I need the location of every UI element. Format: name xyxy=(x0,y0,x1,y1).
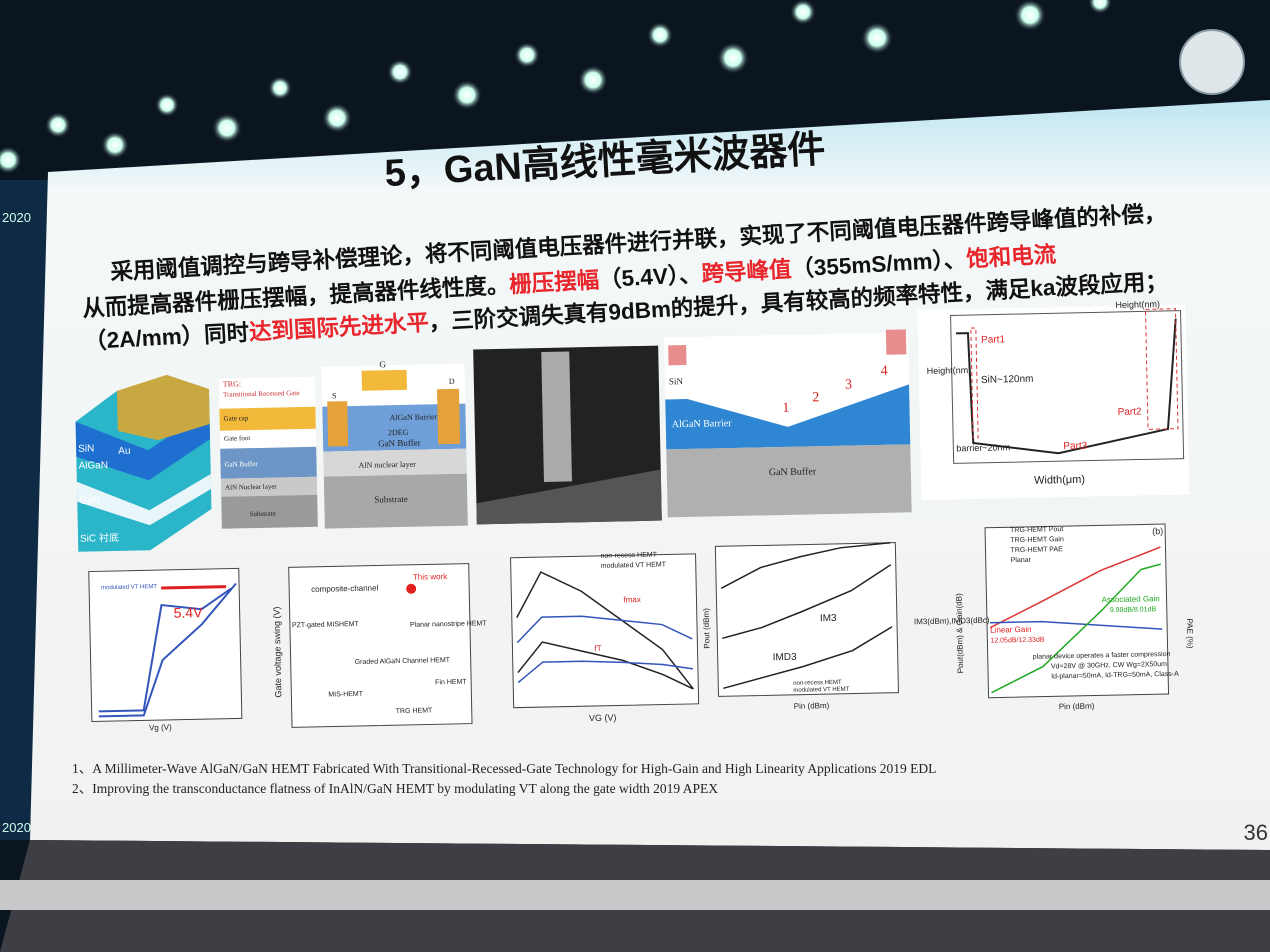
university-logo xyxy=(1179,29,1245,95)
figure-label: 1 xyxy=(782,401,789,416)
figure-label: IM3 xyxy=(820,613,837,624)
figure-afm xyxy=(917,304,1190,501)
figure-label: Linear Gain xyxy=(990,625,1032,635)
figure-transfer xyxy=(88,567,243,723)
figure-label: Width(μm) xyxy=(1034,474,1085,487)
figure-label: AlGaN Barrier xyxy=(389,412,437,422)
figure-label: This work xyxy=(413,572,448,582)
figure-label: 3 xyxy=(845,378,852,393)
figure-label: PAE (%) xyxy=(1185,618,1195,649)
figure-device-3d xyxy=(75,374,212,552)
figure-label: fmax xyxy=(623,595,641,604)
stage-edge xyxy=(0,880,1270,910)
side-text: 2020 xyxy=(2,820,31,835)
figure-power xyxy=(984,523,1170,699)
figure-label: TRG HEMT xyxy=(396,707,433,715)
figure-label: IMD3 xyxy=(773,652,798,664)
page-number: 36 xyxy=(1244,820,1268,845)
figure-label: SiN~120nm xyxy=(981,374,1034,386)
figure-label: fT xyxy=(594,644,601,653)
figure-label: 9.98dB/8.01dB xyxy=(1110,606,1157,614)
figure-label: Au xyxy=(118,446,130,457)
figure-label: modulated VT HEMT xyxy=(101,584,157,591)
emphasis-text: 栅压摆幅 xyxy=(509,267,600,297)
figure-label: non-recess HEMT xyxy=(600,552,657,560)
figure-label: GaN Buffer xyxy=(378,438,421,449)
figure-frequency xyxy=(510,553,700,709)
figure-label: Substrate xyxy=(374,494,408,505)
figure-label: Part3 xyxy=(1063,441,1088,453)
emphasis-text: 跨导峰值 xyxy=(701,256,792,287)
figure-label: Substrate xyxy=(249,510,275,519)
figure-label: GaN Buffer xyxy=(224,460,258,469)
figure-label: Planar xyxy=(1011,557,1032,564)
figure-label: AlN nuclear layer xyxy=(358,460,416,470)
figure-label: TRG: xyxy=(223,379,241,388)
figure-label: Associated Gain xyxy=(1101,594,1159,604)
figure-label: Id-planar=50mA, Id-TRG=50mA, Class-A xyxy=(1051,671,1179,681)
emphasis-text: 饱和电流 xyxy=(965,241,1057,272)
figure-label: Part2 xyxy=(1118,406,1143,418)
figure-label: SiN xyxy=(669,376,684,386)
figure-label: Pin (dBm) xyxy=(794,701,830,711)
figure-label: MIS-HEMT xyxy=(328,691,363,699)
figure-benchmark xyxy=(288,563,473,728)
figure-label: 2 xyxy=(812,390,819,405)
side-text: 2020 xyxy=(2,210,31,225)
figure-label: Vg (V) xyxy=(149,723,172,732)
figure-label: (b) xyxy=(1152,526,1163,536)
figure-label: 12.05dB/12.33dB xyxy=(990,637,1045,645)
figure-label: TRG-HEMT PAE xyxy=(1010,546,1063,554)
figure-label: AlN Nuclear layer xyxy=(225,483,278,492)
figure-linearity xyxy=(714,542,899,697)
figure-label: IM3(dBm),IMD3(dBc) xyxy=(914,616,990,627)
references: 1、A Millimeter-Wave AlGaN/GaN HEMT Fabri… xyxy=(72,761,936,796)
figure-label: TRG-HEMT Pout xyxy=(1010,526,1063,534)
figure-label: AlGaN Barrier xyxy=(672,418,733,430)
figure-label: planar device operates a faster compress… xyxy=(1033,651,1171,661)
reference: 2、Improving the transconductance flatnes… xyxy=(72,781,718,796)
figure-label: 5.4V xyxy=(173,604,203,621)
figure-label: TRG-HEMT Gain xyxy=(1010,536,1064,544)
figure-label: Height(nm) xyxy=(1115,299,1160,310)
figure-label: Vd=28V @ 30GHz, CW Wg=2X50um xyxy=(1051,661,1167,670)
figure-label: Gate voltage swing (V) xyxy=(272,606,284,697)
figure-label: AlGaN xyxy=(78,460,108,472)
figure-label: Fin HEMT xyxy=(435,679,467,687)
figure-label: Pin (dBm) xyxy=(1059,702,1095,712)
figure-label: SiC 衬底 xyxy=(80,531,119,545)
figure-label: barrier~20nm xyxy=(956,442,1010,453)
figure-label: Gate cap xyxy=(223,414,248,423)
figure-label: Planar nanostripe HEMT xyxy=(410,620,487,629)
figure-label: D xyxy=(449,377,455,386)
figure-label: G xyxy=(379,359,386,369)
figure-label: modulated VT HEMT xyxy=(601,561,667,569)
figure-label: 4 xyxy=(881,364,888,379)
figure-label: S xyxy=(332,391,337,400)
figure-label: Part1 xyxy=(981,334,1006,346)
figures: SiN Au AlGaN GaN SiC 衬底 TRG:Transitional Rece… xyxy=(75,299,1195,732)
figure-label: Gate foot xyxy=(224,434,250,443)
figure-label: composite-channel xyxy=(311,583,379,593)
figure-label: Graded AlGaN Channel HEMT xyxy=(355,657,451,666)
figure-label: SiN xyxy=(78,443,94,454)
figure-label: non-recess HEMT xyxy=(793,680,842,687)
text-run: （5.4V）、 xyxy=(598,262,702,293)
figure-label: VG (V) xyxy=(589,713,617,724)
figure-label: Pout(dBm) & Gain(dB) xyxy=(954,593,965,674)
figure-label: modulated VT HEMT xyxy=(793,687,849,694)
figure-label: Transitional Recessed Gate xyxy=(223,389,299,399)
stage-lights xyxy=(0,0,1112,174)
reference: 1、A Millimeter-Wave AlGaN/GaN HEMT Fabri… xyxy=(72,761,936,776)
figure-label: PZT-gated MISHEMT xyxy=(292,621,360,629)
figure-label: Pout (dBm) xyxy=(702,608,712,649)
figure-label: GaN xyxy=(79,495,100,506)
figure-label: GaN Buffer xyxy=(769,466,817,478)
figure-label: Height(nm) xyxy=(927,365,972,376)
figure-label: 2DEG xyxy=(388,428,409,437)
